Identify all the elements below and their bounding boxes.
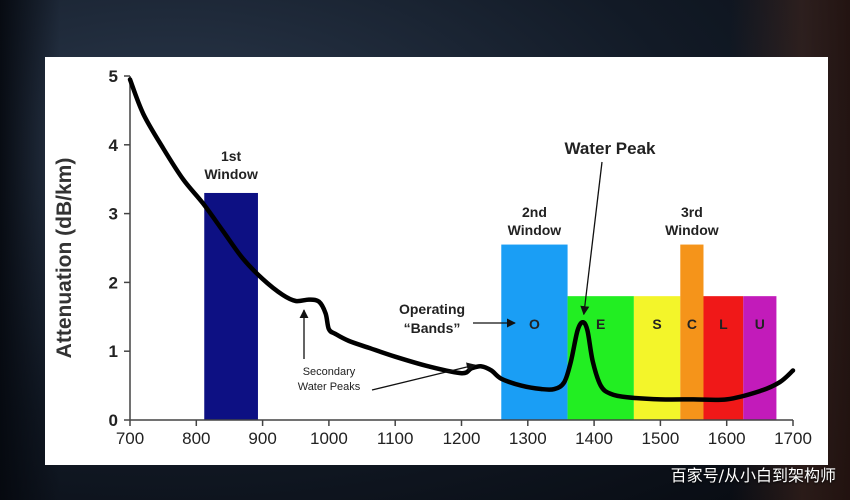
water-peak-arrow [580, 161, 603, 316]
band-rect-c [680, 244, 704, 420]
secondary-peak-arrow-2 [371, 362, 476, 391]
band-rect-o [501, 244, 568, 420]
band-label-c: C [687, 316, 697, 332]
water-peak-label: Water Peak [564, 139, 656, 158]
band-rect-first-window [204, 192, 258, 420]
band-label-u: U [755, 316, 765, 332]
x-tick-label: 1600 [708, 429, 746, 448]
secondary-peaks-label-line1: Secondary [303, 366, 356, 378]
x-tick-label: 1400 [575, 429, 613, 448]
y-tick-label: 1 [109, 342, 118, 361]
x-tick-label: 1300 [509, 429, 547, 448]
band-label-l: L [719, 316, 728, 332]
third-window-label-line1: 3rd [681, 204, 703, 220]
first-window-label-line2: Window [204, 166, 258, 182]
x-tick-label: 800 [182, 429, 210, 448]
x-tick-label: 1100 [377, 429, 414, 448]
band-label-o: O [529, 316, 540, 332]
operating-bands-label-line2: “Bands” [404, 320, 461, 336]
x-tick-label: 1500 [641, 429, 679, 448]
y-tick-label: 4 [109, 136, 119, 155]
chart-panel: O E S C L U 0 1 2 3 4 5 700 800 900 1000 1100 1200 1300 140… [45, 57, 828, 465]
second-window-label-line2: Window [508, 222, 562, 238]
y-tick-label: 0 [109, 411, 118, 430]
band-rect-e [567, 296, 634, 420]
band-label-e: E [596, 316, 605, 332]
y-tick-label: 5 [109, 67, 118, 86]
second-window-label-line1: 2nd [522, 204, 547, 220]
operating-bands-label-line1: Operating [399, 301, 465, 317]
x-tick-label: 1200 [443, 429, 481, 448]
attenuation-curve [127, 77, 796, 403]
x-tick-label: 700 [116, 429, 144, 448]
first-window-label-line1: 1st [221, 148, 242, 164]
x-tick-label: 1700 [774, 429, 812, 448]
secondary-peaks-label-line2: Water Peaks [298, 381, 361, 393]
x-tick-label: 900 [248, 429, 276, 448]
y-tick-label: 2 [109, 273, 118, 292]
y-tick-label: 3 [109, 205, 118, 224]
band-rect-u [743, 296, 777, 420]
y-axis-label: Attenuation (dB/km) [53, 158, 76, 359]
watermark-text: 百家号/从小白到架构师 [670, 466, 836, 485]
band-label-s: S [652, 316, 661, 332]
attenuation-chart: O E S C L U 0 1 2 3 4 5 700 800 900 1000 1100 1200 1300 140… [53, 67, 812, 448]
x-tick-label: 1000 [310, 429, 348, 448]
third-window-label-line2: Window [665, 222, 719, 238]
